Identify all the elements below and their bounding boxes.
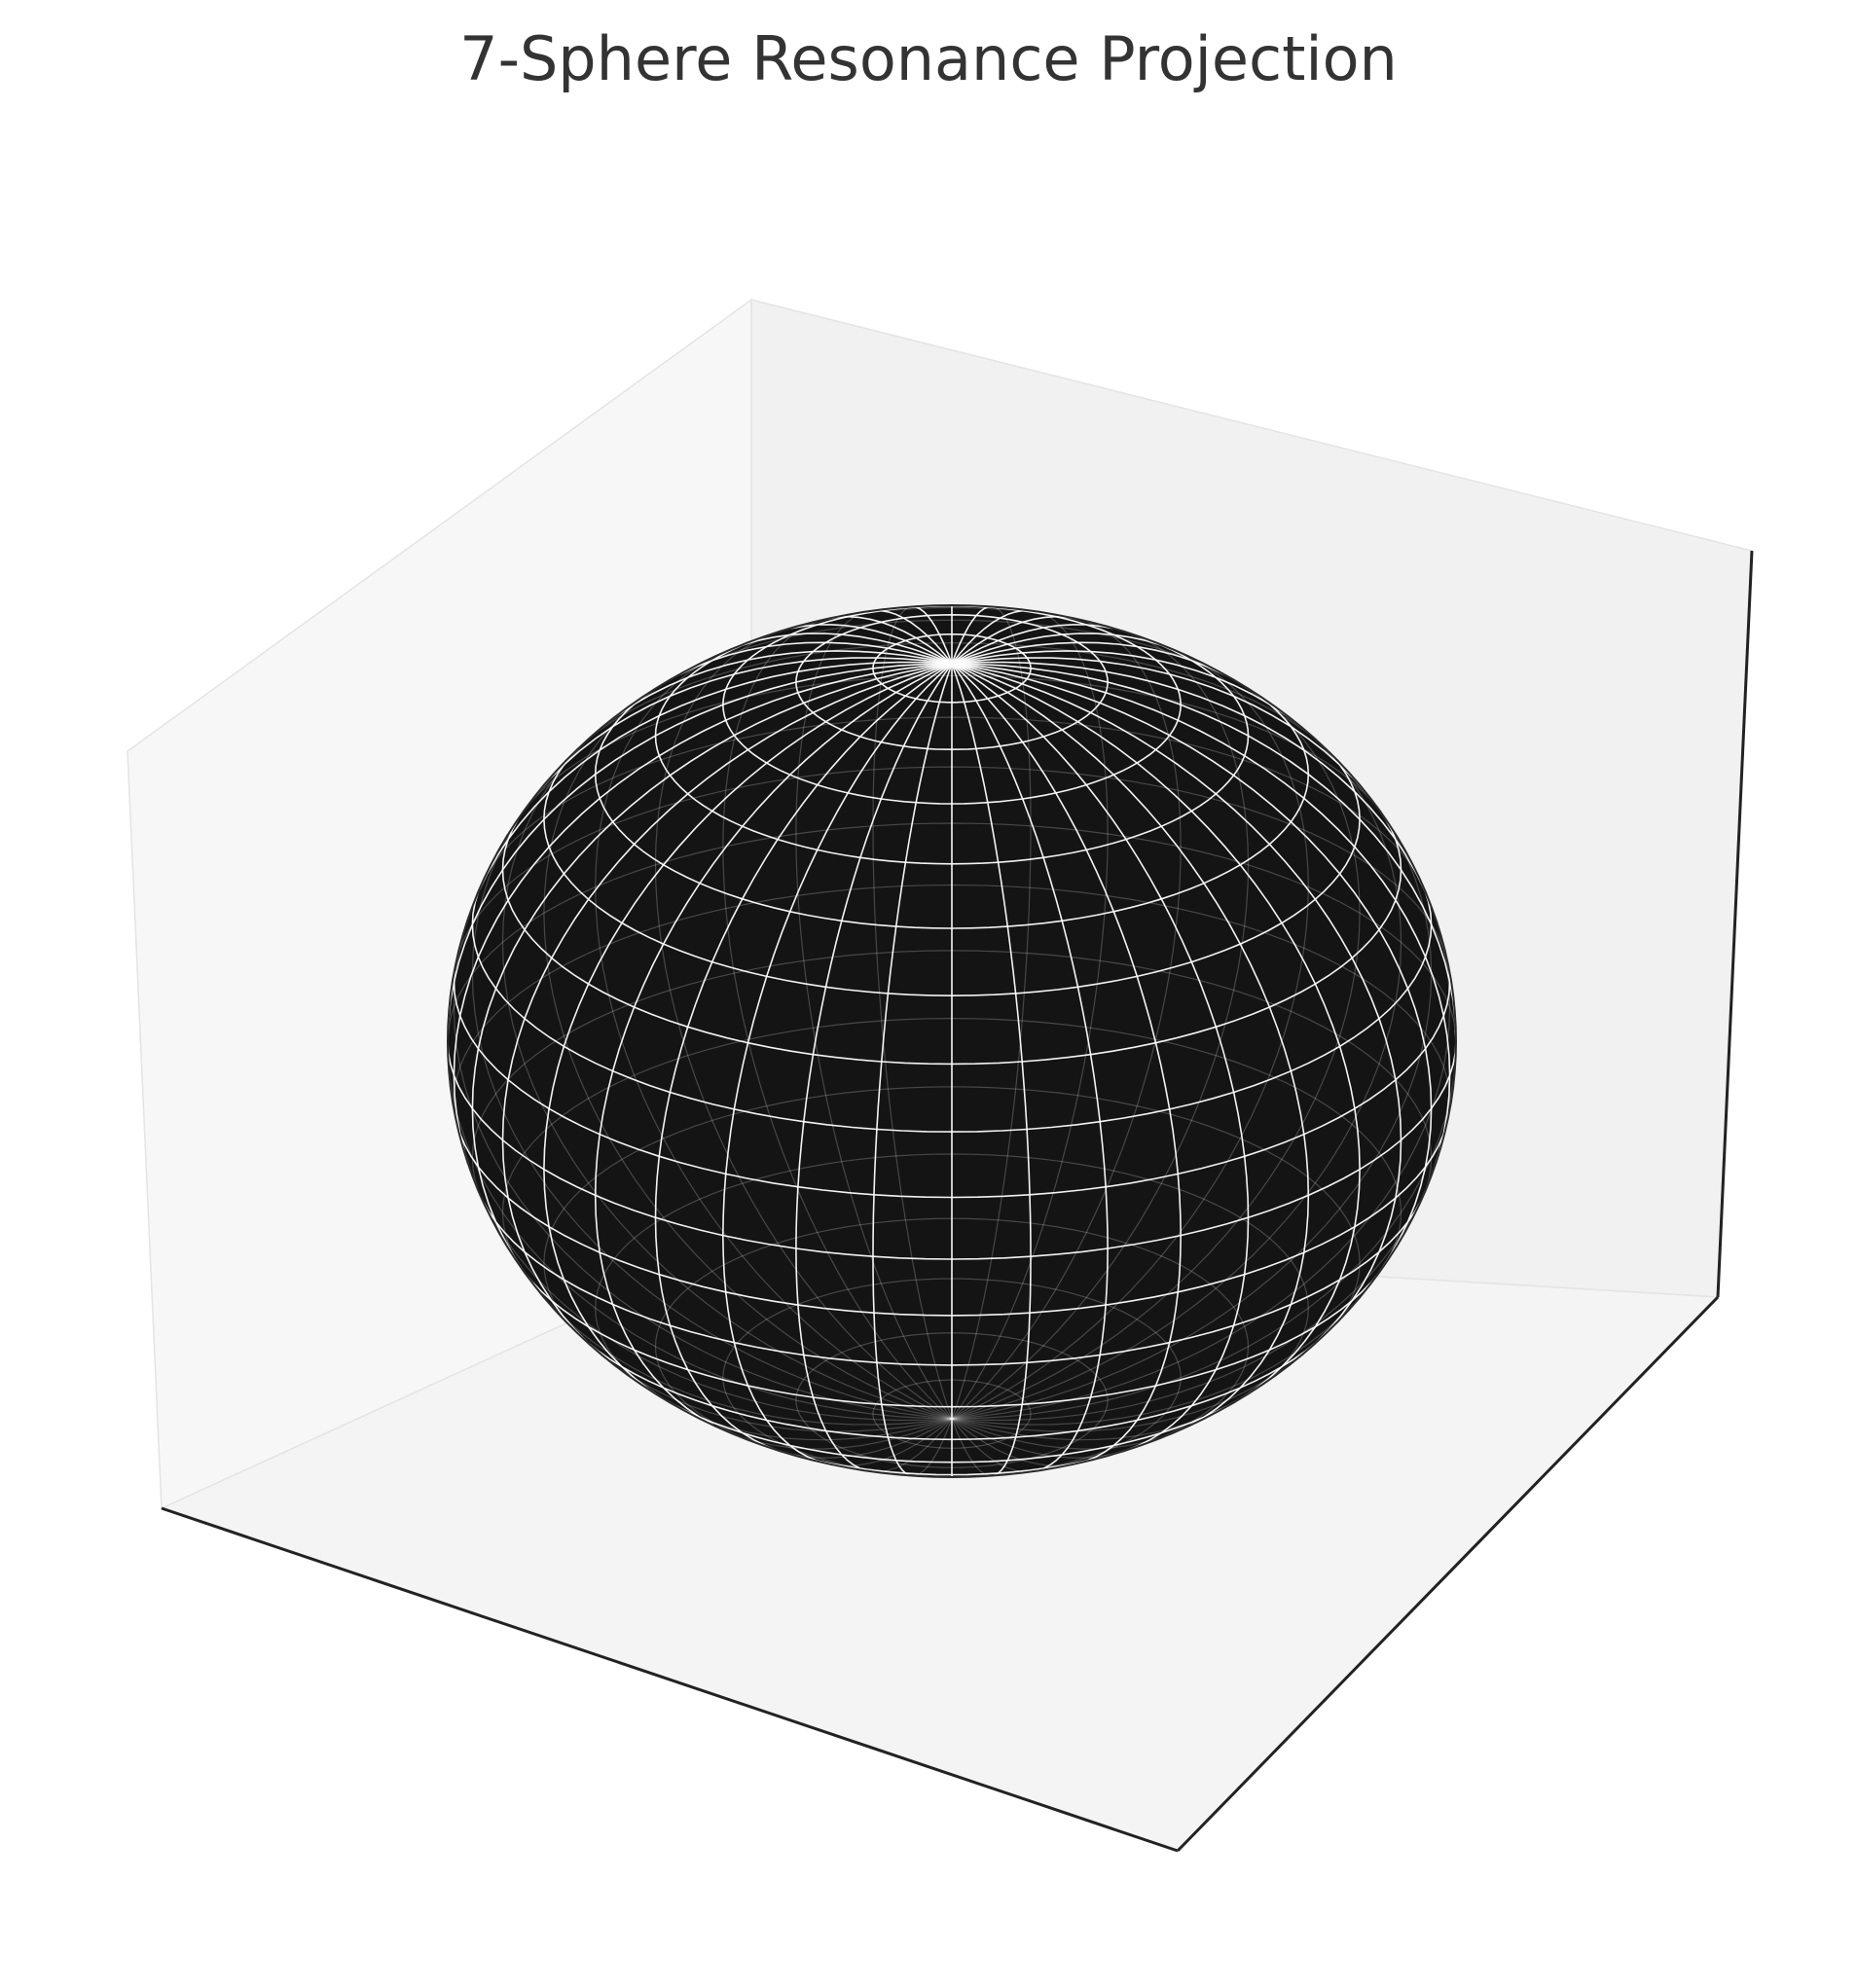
meridian-line-33-front (951, 663, 1183, 1464)
parallel-line-16-front (654, 635, 1250, 865)
surface-front-gridlines (447, 604, 1457, 1477)
meridian-line-4-back (951, 674, 1361, 1420)
meridian-line-0-back (951, 1040, 1457, 1420)
parallel-line-5-front (663, 1391, 1252, 1464)
parallel-line-3-back (722, 1278, 1182, 1478)
meridian-line-8-front (951, 609, 1031, 665)
meridian-line-11-front (912, 605, 953, 665)
meridian-line-8-back (951, 609, 1109, 1420)
meridian-line-26-back (777, 1418, 953, 1459)
meridian-line-3-back (951, 726, 1402, 1420)
meridian-line-25-front (594, 663, 953, 1426)
meridian-line-17-back (501, 726, 953, 1420)
meridian-line-27-front (721, 663, 953, 1464)
meridian-line-7-back (951, 618, 1182, 1420)
meridian-line-38-back (951, 1272, 1380, 1426)
parallel-line-1-back (872, 1379, 1032, 1449)
meridian-line-39-back (951, 1172, 1434, 1422)
axis-lines (161, 550, 1754, 1853)
meridian-line-12-front (873, 609, 953, 665)
meridian-line-17-front (601, 650, 953, 728)
parallel-line-11-front (453, 970, 1451, 1199)
meridian-line-9-front (951, 605, 992, 665)
meridian-line-31-front (951, 663, 1032, 1476)
meridian-line-39-front (951, 663, 1451, 1173)
parallel-line-5-back (595, 1153, 1309, 1399)
parallel-line-4-back (654, 1217, 1250, 1451)
z-axis-line (1716, 550, 1754, 1298)
parallel-line-15-front (594, 689, 1310, 929)
meridian-line-3-front (951, 650, 1302, 728)
meridian-line-22-back (524, 1272, 953, 1426)
meridian-line-32-front (951, 663, 1109, 1472)
meridian-line-22-front (471, 663, 953, 1274)
meridian-line-21-back (470, 1172, 953, 1422)
meridian-line-16-back (543, 674, 953, 1420)
parallel-line-12-back (477, 716, 1422, 893)
parallel-line-10-back (447, 822, 1456, 1042)
meridian-line-15-front (727, 633, 953, 665)
parallel-line-9-front (455, 1111, 1450, 1317)
surface-mesh (446, 603, 1458, 1479)
meridian-line-14-back (654, 628, 953, 1420)
parallel-line-10-front (447, 1040, 1457, 1260)
meridian-line-28-front (795, 663, 953, 1472)
meridian-line-36-front (951, 663, 1361, 1400)
meridian-line-19-back (453, 891, 953, 1420)
meridian-line-24-front (543, 663, 953, 1400)
surface-outline (446, 603, 1458, 1479)
y-axis-line (1176, 1295, 1720, 1853)
meridian-line-20-back (447, 1040, 953, 1420)
parallel-line-14-front (543, 746, 1361, 997)
parallel-line-17-front (721, 604, 1182, 805)
meridian-line-38-front (951, 663, 1433, 1274)
parallel-line-6-back (543, 1086, 1361, 1344)
meridian-line-5-back (951, 650, 1309, 1420)
meridian-line-21-front (453, 663, 953, 1173)
meridian-line-15-back (595, 650, 953, 1420)
meridian-line-5-front (951, 633, 1177, 665)
parallel-line-19-front (872, 633, 1032, 704)
parallel-line-7-front (524, 1262, 1387, 1408)
meridian-line-6-back (951, 628, 1250, 1420)
parallel-line-12-front (471, 891, 1433, 1133)
parallel-line-8-back (471, 950, 1433, 1202)
meridian-line-1-back (951, 891, 1451, 1420)
parallel-line-18-front (795, 613, 1109, 751)
meridian-line-35-front (951, 663, 1310, 1426)
meridian-line-18-front (535, 657, 953, 795)
parallel-line-11-back (454, 766, 1448, 971)
parallel-line-13-front (501, 818, 1402, 1066)
meridian-line-2-front (951, 657, 1368, 795)
meridian-line-4-front (951, 641, 1225, 676)
parallel-line-9-back (453, 884, 1451, 1123)
chart-title: 7-Sphere Resonance Projection (459, 23, 1398, 94)
meridian-line-13-back (722, 618, 953, 1420)
meridian-line-29-front (872, 663, 953, 1476)
x-axis-line (161, 1506, 1179, 1853)
meridian-line-16-front (678, 641, 953, 676)
parallel-line-7-back (501, 1017, 1402, 1274)
parallel-line-14-back (578, 642, 1316, 748)
parallel-line-6-front (588, 1334, 1326, 1441)
parallel-line-8-front (482, 1189, 1427, 1366)
meridian-line-12-back (795, 609, 953, 1420)
meridian-line-34-back (951, 1418, 1127, 1459)
parallel-line-15-back (652, 619, 1241, 691)
